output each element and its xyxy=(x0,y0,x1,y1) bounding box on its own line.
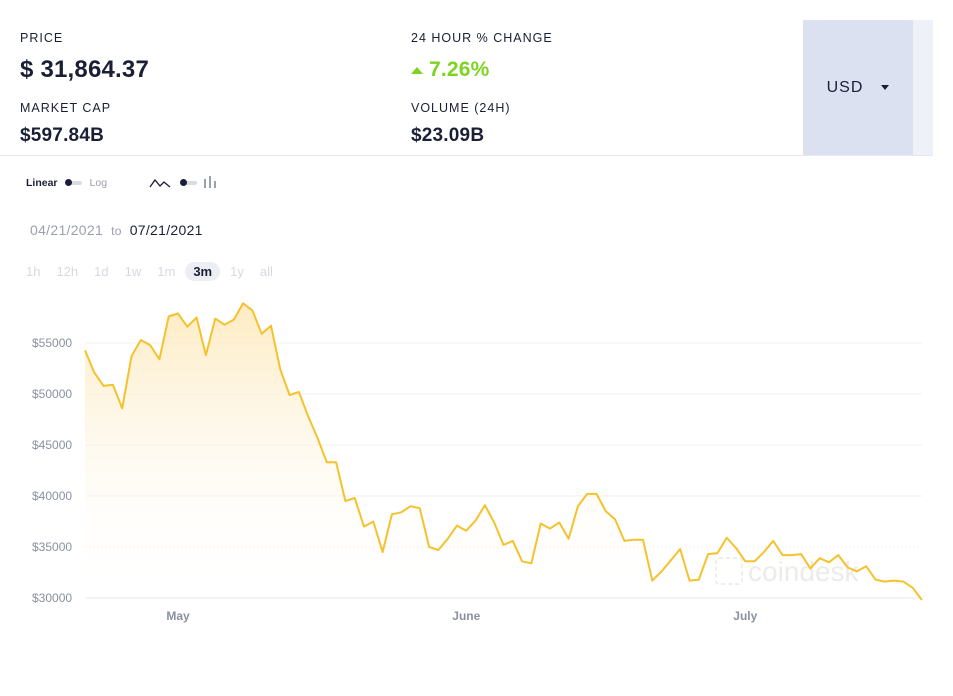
range-3m-button[interactable]: 3m xyxy=(185,262,221,281)
change-percent: 7.26% xyxy=(429,58,490,81)
date-from-field[interactable]: 04/21/2021 xyxy=(30,222,104,238)
y-tick-label: $55000 xyxy=(32,336,72,350)
range-1y-button[interactable]: 1y xyxy=(230,264,244,279)
volume-label: VOLUME (24H) xyxy=(411,101,511,115)
y-axis: $55000 $50000 $45000 $40000 $35000 $30000 xyxy=(32,336,72,605)
currency-select-edge xyxy=(913,20,933,155)
price-stats-panel: PRICE $ 31,864.37 24 HOUR % CHANGE 7.26%… xyxy=(0,0,933,156)
y-tick-label: $45000 xyxy=(32,438,72,452)
currency-select[interactable]: USD xyxy=(803,20,913,155)
time-range-selector: 1h 12h 1d 1w 1m 3m 1y all xyxy=(20,262,279,281)
price-chart[interactable]: $55000 $50000 $45000 $40000 $35000 $30000 May… xyxy=(0,290,953,630)
scale-toggle-switch[interactable] xyxy=(64,179,82,186)
chart-type-toggle-switch[interactable] xyxy=(180,179,198,186)
range-12h-button[interactable]: 12h xyxy=(56,264,79,279)
x-axis: May June July xyxy=(166,609,757,623)
volume-value: $23.09B xyxy=(411,125,485,146)
x-tick-label: July xyxy=(733,609,757,623)
y-tick-label: $40000 xyxy=(32,489,72,503)
range-1d-button[interactable]: 1d xyxy=(94,264,109,279)
x-tick-label: June xyxy=(452,609,480,623)
price-line xyxy=(84,302,923,601)
date-range-separator: to xyxy=(111,224,122,238)
change-value: 7.26% xyxy=(411,58,490,82)
price-amount: 31,864.37 xyxy=(40,56,150,83)
candlestick-icon[interactable] xyxy=(203,175,217,191)
range-all-button[interactable]: all xyxy=(259,264,273,279)
market-cap-label: MARKET CAP xyxy=(20,101,112,115)
price-currency-symbol: $ xyxy=(20,56,34,83)
chart-type-toggle-knob xyxy=(180,179,188,186)
date-to-field[interactable]: 07/21/2021 xyxy=(129,222,203,238)
price-label: PRICE xyxy=(20,31,64,45)
range-1w-button[interactable]: 1w xyxy=(124,264,142,279)
y-tick-label: $50000 xyxy=(32,387,72,401)
arrow-up-icon xyxy=(411,66,423,74)
scale-linear-label[interactable]: Linear xyxy=(26,177,58,189)
change-label: 24 HOUR % CHANGE xyxy=(411,31,553,45)
price-value: $ 31,864.37 xyxy=(20,56,149,84)
market-cap-value: $597.84B xyxy=(20,125,105,146)
scale-toggle-knob xyxy=(64,179,72,186)
range-1h-button[interactable]: 1h xyxy=(26,264,41,279)
caret-down-icon xyxy=(881,85,890,90)
chart-options: Linear Log xyxy=(26,172,217,194)
x-tick-label: May xyxy=(166,609,190,623)
price-area-fill xyxy=(85,303,922,600)
line-chart-icon[interactable] xyxy=(149,176,171,190)
range-1m-button[interactable]: 1m xyxy=(157,264,176,279)
scale-log-label[interactable]: Log xyxy=(89,177,108,189)
currency-selected-value: USD xyxy=(826,78,864,96)
y-tick-label: $30000 xyxy=(32,591,72,605)
date-range: 04/21/2021 to 07/21/2021 xyxy=(30,222,203,238)
y-tick-label: $35000 xyxy=(32,540,72,554)
